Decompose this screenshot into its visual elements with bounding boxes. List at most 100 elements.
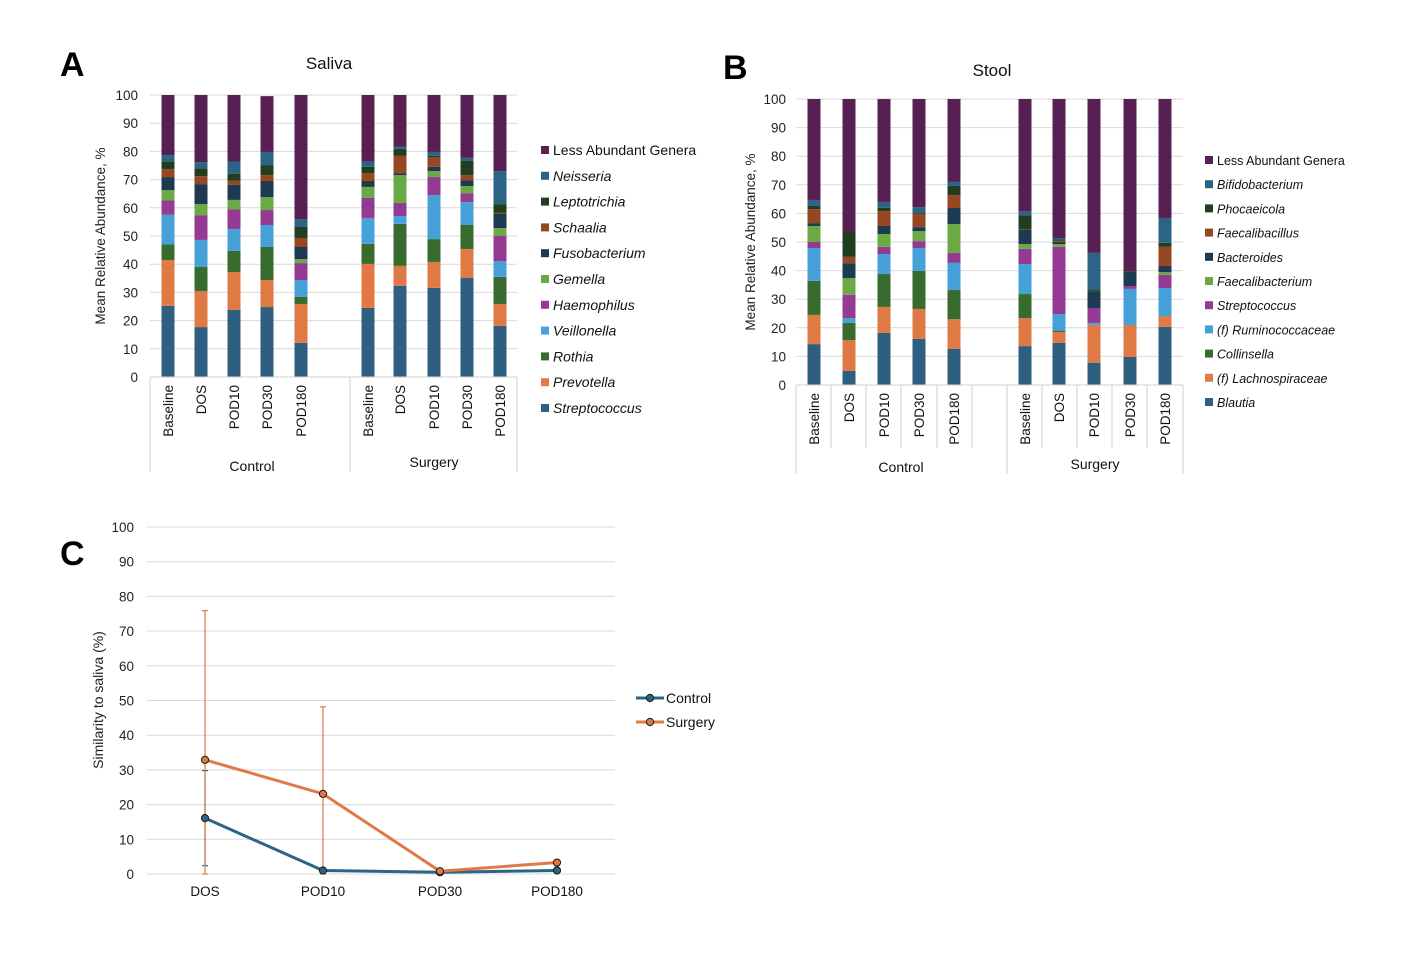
y-tick-label: 30 bbox=[123, 285, 138, 300]
bar-segment-haemophilus bbox=[361, 197, 375, 218]
x-category-label: POD30 bbox=[418, 884, 462, 899]
bar-segment-phocaeicola bbox=[1087, 290, 1101, 292]
bar-segment-f-lachnospiraceae bbox=[1018, 318, 1032, 347]
bar-segment-veillonella bbox=[161, 214, 175, 245]
bar-segment-schaalia bbox=[393, 155, 407, 174]
bar-segment-leptotrichia bbox=[294, 226, 308, 238]
legend-swatch bbox=[541, 223, 549, 232]
stool-y-axis-title: Mean Relative Abundance, % bbox=[743, 153, 758, 330]
bar-segment-haemophilus bbox=[493, 236, 507, 262]
bar-segment-less-abundant-genera bbox=[194, 95, 208, 163]
legend-swatch bbox=[1205, 156, 1213, 164]
bar-segment-leptotrichia bbox=[227, 173, 241, 181]
bar-segment-schaalia bbox=[161, 169, 175, 178]
bar-segment-prevotella bbox=[460, 248, 474, 279]
x-category-label: DOS bbox=[842, 393, 857, 422]
bar-segment-less-abundant-genera bbox=[361, 95, 375, 162]
bar-segment-schaalia bbox=[493, 212, 507, 215]
bar-segment-f-ruminococcaceae bbox=[947, 262, 961, 291]
bar-segment-faecalibacterium bbox=[912, 231, 926, 242]
legend-item-surgery: Surgery bbox=[666, 714, 715, 730]
bar-segment-bifidobacterium bbox=[1087, 252, 1101, 291]
bar-segment-bacteroides bbox=[1087, 291, 1101, 309]
y-tick-label: 60 bbox=[771, 206, 786, 221]
bar-segment-leptotrichia bbox=[161, 161, 175, 170]
data-point-surgery bbox=[318, 789, 328, 798]
bar-segment-gemella bbox=[227, 199, 241, 210]
bar-segment-veillonella bbox=[460, 202, 474, 226]
x-category-label: DOS bbox=[194, 385, 209, 414]
group-label-surgery: Surgery bbox=[1070, 456, 1119, 472]
y-tick-label: 70 bbox=[771, 178, 786, 193]
legend-item-label: Gemella bbox=[553, 271, 605, 287]
bar-segment-faecalibacterium bbox=[842, 278, 856, 295]
y-tick-label: 60 bbox=[119, 659, 134, 674]
legend-item-label: Less Abundant Genera bbox=[553, 142, 696, 158]
bar-segment-veillonella bbox=[294, 279, 308, 297]
bar-segment-blautia bbox=[1018, 346, 1032, 385]
bar-segment-gemella bbox=[493, 228, 507, 236]
group-label-control: Control bbox=[878, 459, 923, 475]
bar-segment-gemella bbox=[427, 171, 441, 178]
saliva-chart: Saliva Mean Relative Abundance, % 0 10 20 3… bbox=[93, 54, 696, 474]
bar-segment-schaalia bbox=[427, 157, 441, 167]
legend-item-label: Fusobacterium bbox=[553, 245, 646, 261]
bar-segment-bacteroides bbox=[912, 227, 926, 232]
y-tick-label: 40 bbox=[771, 264, 786, 279]
y-tick-label: 80 bbox=[123, 144, 138, 159]
bar-segment-bacteroides bbox=[877, 225, 891, 234]
bar-segment-phocaeicola bbox=[877, 207, 891, 212]
y-tick-label: 70 bbox=[123, 173, 138, 188]
bar-segment-faecalibacterium bbox=[1052, 244, 1066, 247]
y-tick-label: 10 bbox=[771, 349, 786, 364]
bar-segment-streptococcus bbox=[427, 287, 441, 377]
legend-item-label: Schaalia bbox=[553, 219, 607, 235]
legend-swatch bbox=[541, 326, 549, 335]
y-tick-label: 70 bbox=[119, 624, 134, 639]
x-category-label: POD180 bbox=[531, 884, 583, 899]
bar-segment-faecalibacillus bbox=[912, 213, 926, 228]
bar-segment-schaalia bbox=[294, 237, 308, 247]
bar-segment-streptococcus bbox=[842, 294, 856, 319]
y-tick-label: 0 bbox=[126, 867, 134, 882]
x-category-label: POD180 bbox=[493, 385, 508, 437]
legend-swatch bbox=[541, 197, 549, 206]
legend-swatch bbox=[541, 300, 549, 309]
bar-segment-collinsella bbox=[807, 280, 821, 315]
legend-swatch bbox=[541, 404, 549, 412]
bar-segment-rothia bbox=[227, 250, 241, 273]
bar-segment-veillonella bbox=[393, 215, 407, 224]
bar-segment-gemella bbox=[161, 190, 175, 201]
bar-segment-faecalibacillus bbox=[1018, 229, 1032, 230]
group-label-control: Control bbox=[229, 458, 274, 474]
bar-segment-less-abundant-genera bbox=[493, 95, 507, 172]
bar-segment-schaalia bbox=[260, 175, 274, 182]
bar-segment-streptococcus bbox=[361, 307, 375, 377]
bar-segment-less-abundant-genera bbox=[1087, 99, 1101, 253]
legend-item-label: Phocaeicola bbox=[1217, 202, 1285, 216]
group-label-surgery: Surgery bbox=[409, 454, 458, 470]
y-tick-label: 90 bbox=[771, 121, 786, 136]
y-tick-label: 10 bbox=[123, 342, 138, 357]
bar-segment-f-ruminococcaceae bbox=[1158, 288, 1172, 317]
bar-segment-neisseria bbox=[460, 157, 474, 161]
legend-item-label: Bacteroides bbox=[1217, 251, 1283, 265]
bar-segment-streptococcus bbox=[947, 252, 961, 263]
bar-segment-f-lachnospiraceae bbox=[1087, 324, 1101, 363]
bar-segment-f-lachnospiraceae bbox=[807, 314, 821, 345]
panel-letter-c: C bbox=[60, 535, 85, 573]
bar-segment-bacteroides bbox=[947, 207, 961, 224]
bar-segment-fusobacterium bbox=[294, 246, 308, 260]
y-tick-label: 0 bbox=[778, 378, 786, 393]
y-tick-label: 100 bbox=[115, 88, 138, 103]
panel-letter-a: A bbox=[60, 46, 85, 84]
bar-segment-blautia bbox=[877, 332, 891, 385]
bar-segment-less-abundant-genera bbox=[1052, 99, 1066, 238]
bar-segment-rothia bbox=[361, 243, 375, 264]
data-point-surgery bbox=[435, 867, 445, 876]
bar-segment-faecalibacterium bbox=[877, 233, 891, 247]
bar-segment-veillonella bbox=[493, 261, 507, 277]
legend-swatch bbox=[541, 249, 549, 258]
legend-item-label: Leptotrichia bbox=[553, 194, 626, 210]
